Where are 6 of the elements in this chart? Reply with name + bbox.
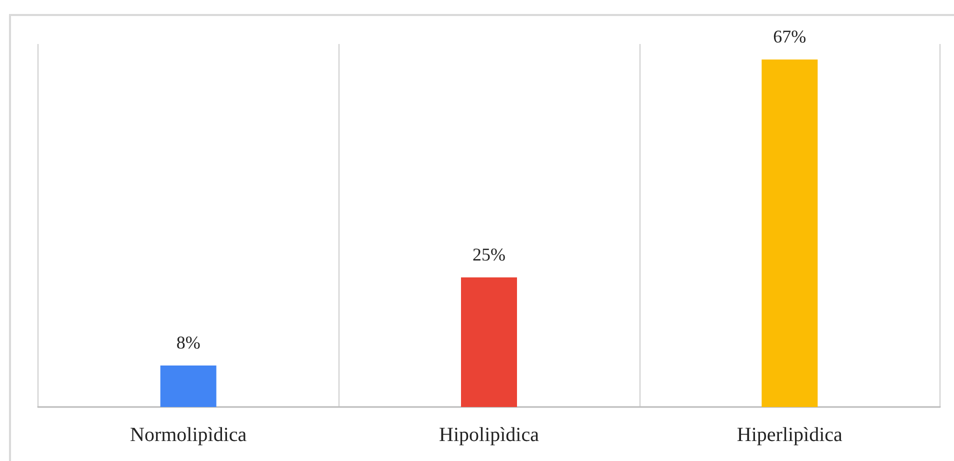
x-tick-label: Normolipìdica — [130, 424, 247, 446]
data-label: 67% — [773, 26, 806, 47]
data-label: 8% — [176, 332, 200, 353]
x-tick-label: Hipolipìdica — [439, 424, 540, 446]
data-label: 25% — [472, 244, 506, 264]
x-tick-label: Hiperlipìdica — [736, 424, 843, 446]
